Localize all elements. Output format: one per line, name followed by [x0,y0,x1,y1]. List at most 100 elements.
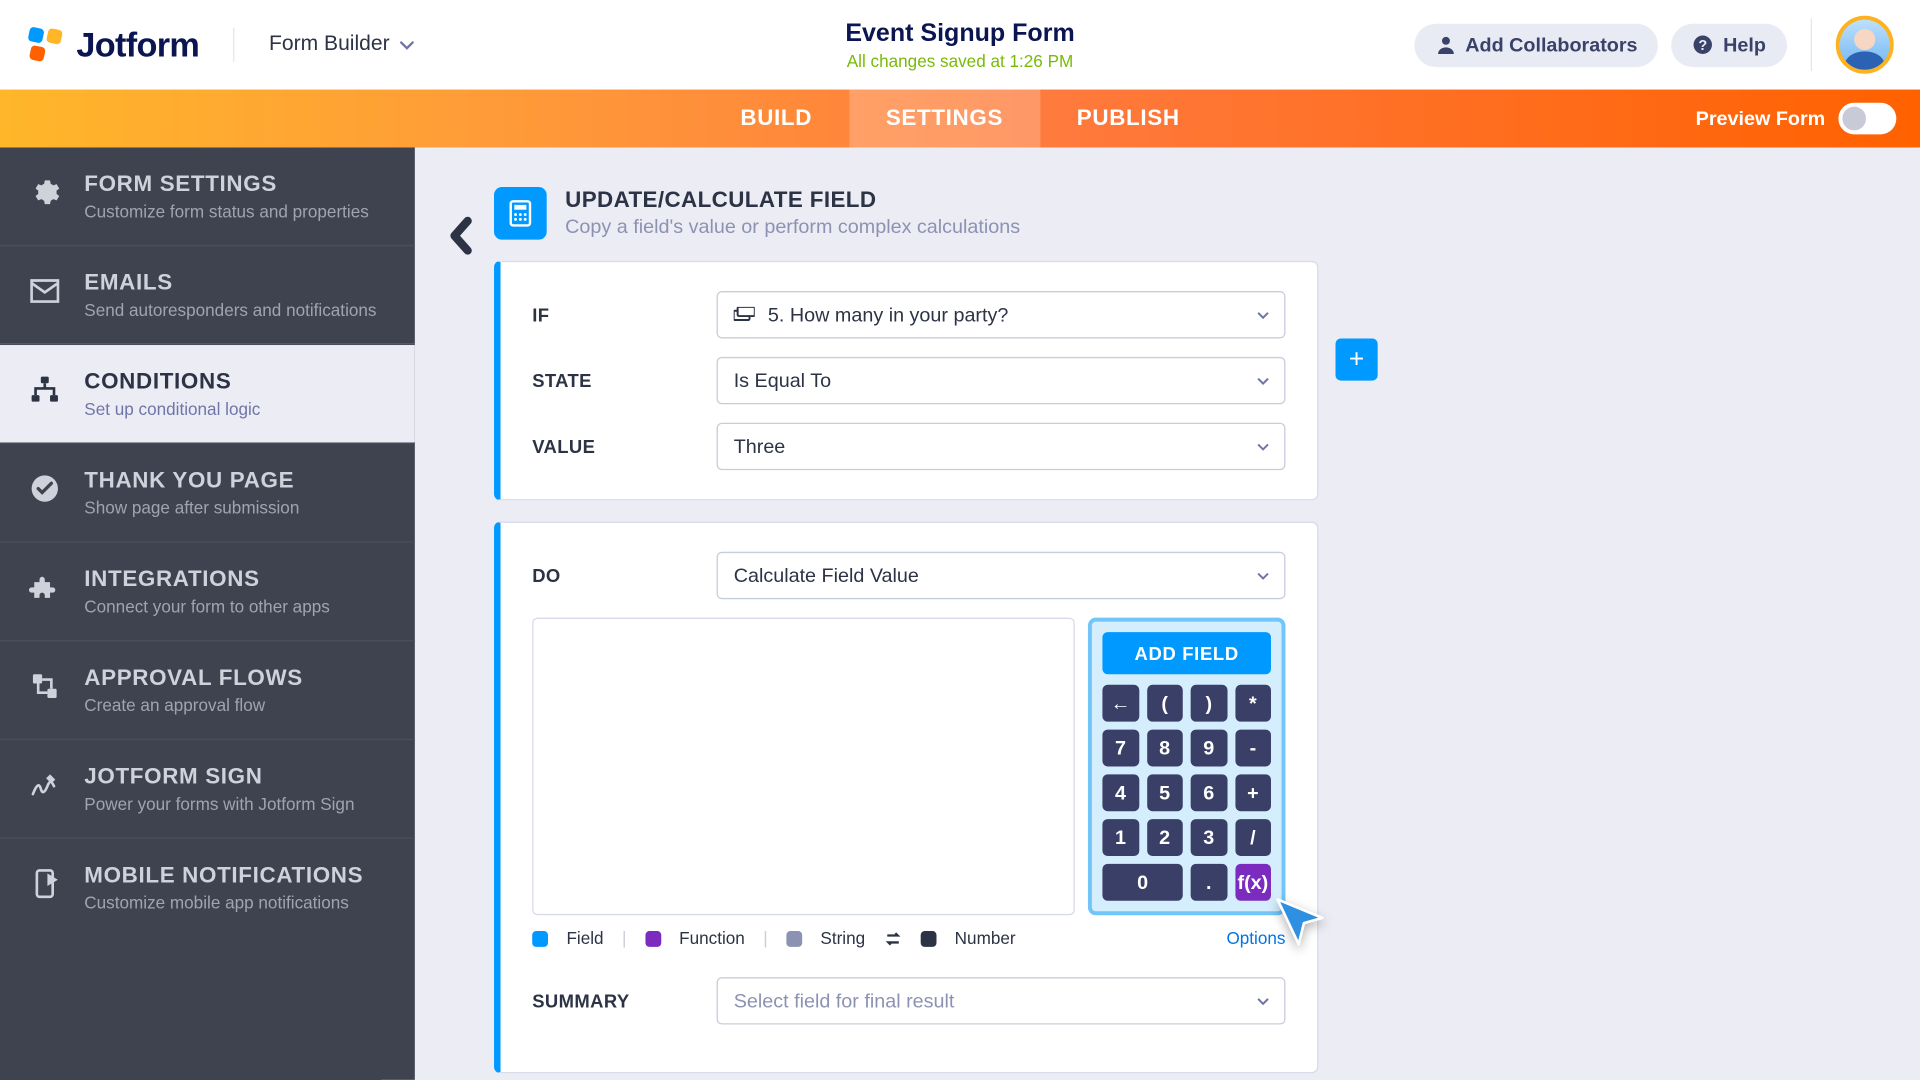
divider [1811,18,1812,71]
sidebar-item-title: MOBILE NOTIFICATIONS [84,863,363,889]
if-value: 5. How many in your party? [768,304,1008,326]
key-1[interactable]: 1 [1102,819,1138,856]
panel-header: UPDATE/CALCULATE FIELD Copy a field's va… [494,187,1841,240]
key-9[interactable]: 9 [1190,730,1226,767]
flow-icon [26,371,63,408]
sidebar-item-title: JOTFORM SIGN [84,764,354,790]
sidebar-item-title: FORM SETTINGS [84,171,369,197]
sidebar-item-title: EMAILS [84,270,376,296]
main-tabs: BUILD SETTINGS PUBLISH Preview Form [0,90,1920,148]
header-title-block: Event Signup Form All changes saved at 1… [845,19,1074,70]
sidebar-item-desc: Power your forms with Jotform Sign [84,794,354,814]
main-panel: UPDATE/CALCULATE FIELD Copy a field's va… [415,147,1920,1079]
collab-label: Add Collaborators [1465,34,1637,56]
state-select[interactable]: Is Equal To [716,357,1285,404]
breadcrumb[interactable]: Form Builder [269,33,416,57]
condition-card-if: + IF 5. How many in your party? STATE Is… [494,261,1318,501]
sidebar-item-desc: Send autoresponders and notifications [84,300,376,320]
key-5[interactable]: 5 [1146,774,1182,811]
legend-string: String [820,928,865,948]
breadcrumb-label: Form Builder [269,33,390,57]
svg-text:?: ? [1699,38,1708,54]
chevron-down-icon [1255,373,1271,389]
condition-card-do: DO Calculate Field Value ADD FIELD ← ( )… [494,521,1318,1073]
do-label: DO [532,565,690,586]
sidebar-item-approvals[interactable]: APPROVAL FLOWSCreate an approval flow [0,640,415,739]
key-6[interactable]: 6 [1190,774,1226,811]
summary-select[interactable]: Select field for final result [716,977,1285,1024]
swap-icon[interactable] [883,929,901,947]
key-multiply[interactable]: * [1235,685,1271,722]
brand-logo[interactable]: Jotform [26,24,199,65]
keypad: ADD FIELD ← ( ) * 7 8 9 - 4 5 6 + [1088,618,1286,916]
tab-build[interactable]: BUILD [703,90,848,148]
key-7[interactable]: 7 [1102,730,1138,767]
key-backspace[interactable]: ← [1102,685,1138,722]
add-collaborators-button[interactable]: Add Collaborators [1414,23,1659,66]
avatar[interactable] [1836,16,1894,74]
key-dot[interactable]: . [1190,864,1226,901]
sidebar-item-desc: Customize mobile app notifications [84,893,363,913]
do-value: Calculate Field Value [734,564,919,586]
key-rparen[interactable]: ) [1190,685,1226,722]
sidebar-item-title: INTEGRATIONS [84,566,330,592]
help-button[interactable]: ? Help [1672,23,1787,66]
field-icon [734,307,755,323]
value-select[interactable]: Three [716,423,1285,470]
envelope-icon [26,273,63,310]
sidebar-item-desc: Set up conditional logic [84,399,260,419]
form-title[interactable]: Event Signup Form [845,19,1074,48]
value-label: VALUE [532,436,690,457]
chevron-down-icon [1255,439,1271,455]
help-label: Help [1723,34,1766,56]
sidebar-item-desc: Show page after submission [84,498,299,518]
chevron-down-icon [1255,993,1271,1009]
value-value: Three [734,435,786,457]
key-4[interactable]: 4 [1102,774,1138,811]
key-2[interactable]: 2 [1146,819,1182,856]
legend-dot-number [920,930,936,946]
chevron-down-icon [1255,307,1271,323]
key-plus[interactable]: + [1235,774,1271,811]
sidebar-item-conditions[interactable]: CONDITIONSSet up conditional logic [0,344,415,443]
brand-name: Jotform [76,24,199,65]
legend-function: Function [679,928,745,948]
sidebar-item-emails[interactable]: EMAILS Send autoresponders and notificati… [0,245,415,344]
key-lparen[interactable]: ( [1146,685,1182,722]
tab-publish[interactable]: PUBLISH [1040,90,1217,148]
sidebar-item-form-settings[interactable]: FORM SETTINGS Customize form status and p… [0,147,415,244]
sidebar-item-mobile[interactable]: MOBILE NOTIFICATIONS Customize mobile app… [0,838,415,937]
preview-toggle[interactable] [1838,103,1896,135]
do-select[interactable]: Calculate Field Value [716,552,1285,599]
key-8[interactable]: 8 [1146,730,1182,767]
add-rule-button[interactable]: + [1335,338,1377,380]
key-function[interactable]: f(x) [1235,864,1271,901]
formula-input[interactable] [532,618,1075,916]
sidebar-item-integrations[interactable]: INTEGRATIONSConnect your form to other a… [0,541,415,640]
tab-settings[interactable]: SETTINGS [849,90,1040,148]
legend-dot-function [645,930,661,946]
if-field-select[interactable]: 5. How many in your party? [716,291,1285,338]
back-button[interactable] [446,216,475,256]
legend-field: Field [566,928,603,948]
help-icon: ? [1693,34,1714,55]
sidebar-item-sign[interactable]: JOTFORM SIGN Power your forms with Jotfor… [0,739,415,838]
sidebar-item-thankyou[interactable]: THANK YOU PAGEShow page after submission [0,442,415,541]
add-field-button[interactable]: ADD FIELD [1102,632,1271,674]
summary-placeholder: Select field for final result [734,990,955,1012]
logo-block: Jotform Form Builder [26,24,416,65]
summary-label: SUMMARY [532,990,690,1011]
key-divide[interactable]: / [1235,819,1271,856]
tab-group: BUILD SETTINGS PUBLISH [703,90,1216,148]
key-minus[interactable]: - [1235,730,1271,767]
jotform-icon [26,25,66,65]
state-value: Is Equal To [734,369,831,391]
panel-title: UPDATE/CALCULATE FIELD [565,187,1020,213]
sidebar-item-desc: Customize form status and properties [84,201,369,221]
key-0[interactable]: 0 [1102,864,1182,901]
key-3[interactable]: 3 [1190,819,1226,856]
options-link[interactable]: Options [1226,928,1285,948]
keypad-keys: ← ( ) * 7 8 9 - 4 5 6 + 1 2 3 [1102,685,1271,901]
preview-label: Preview Form [1696,107,1826,129]
mobile-icon [26,865,63,902]
